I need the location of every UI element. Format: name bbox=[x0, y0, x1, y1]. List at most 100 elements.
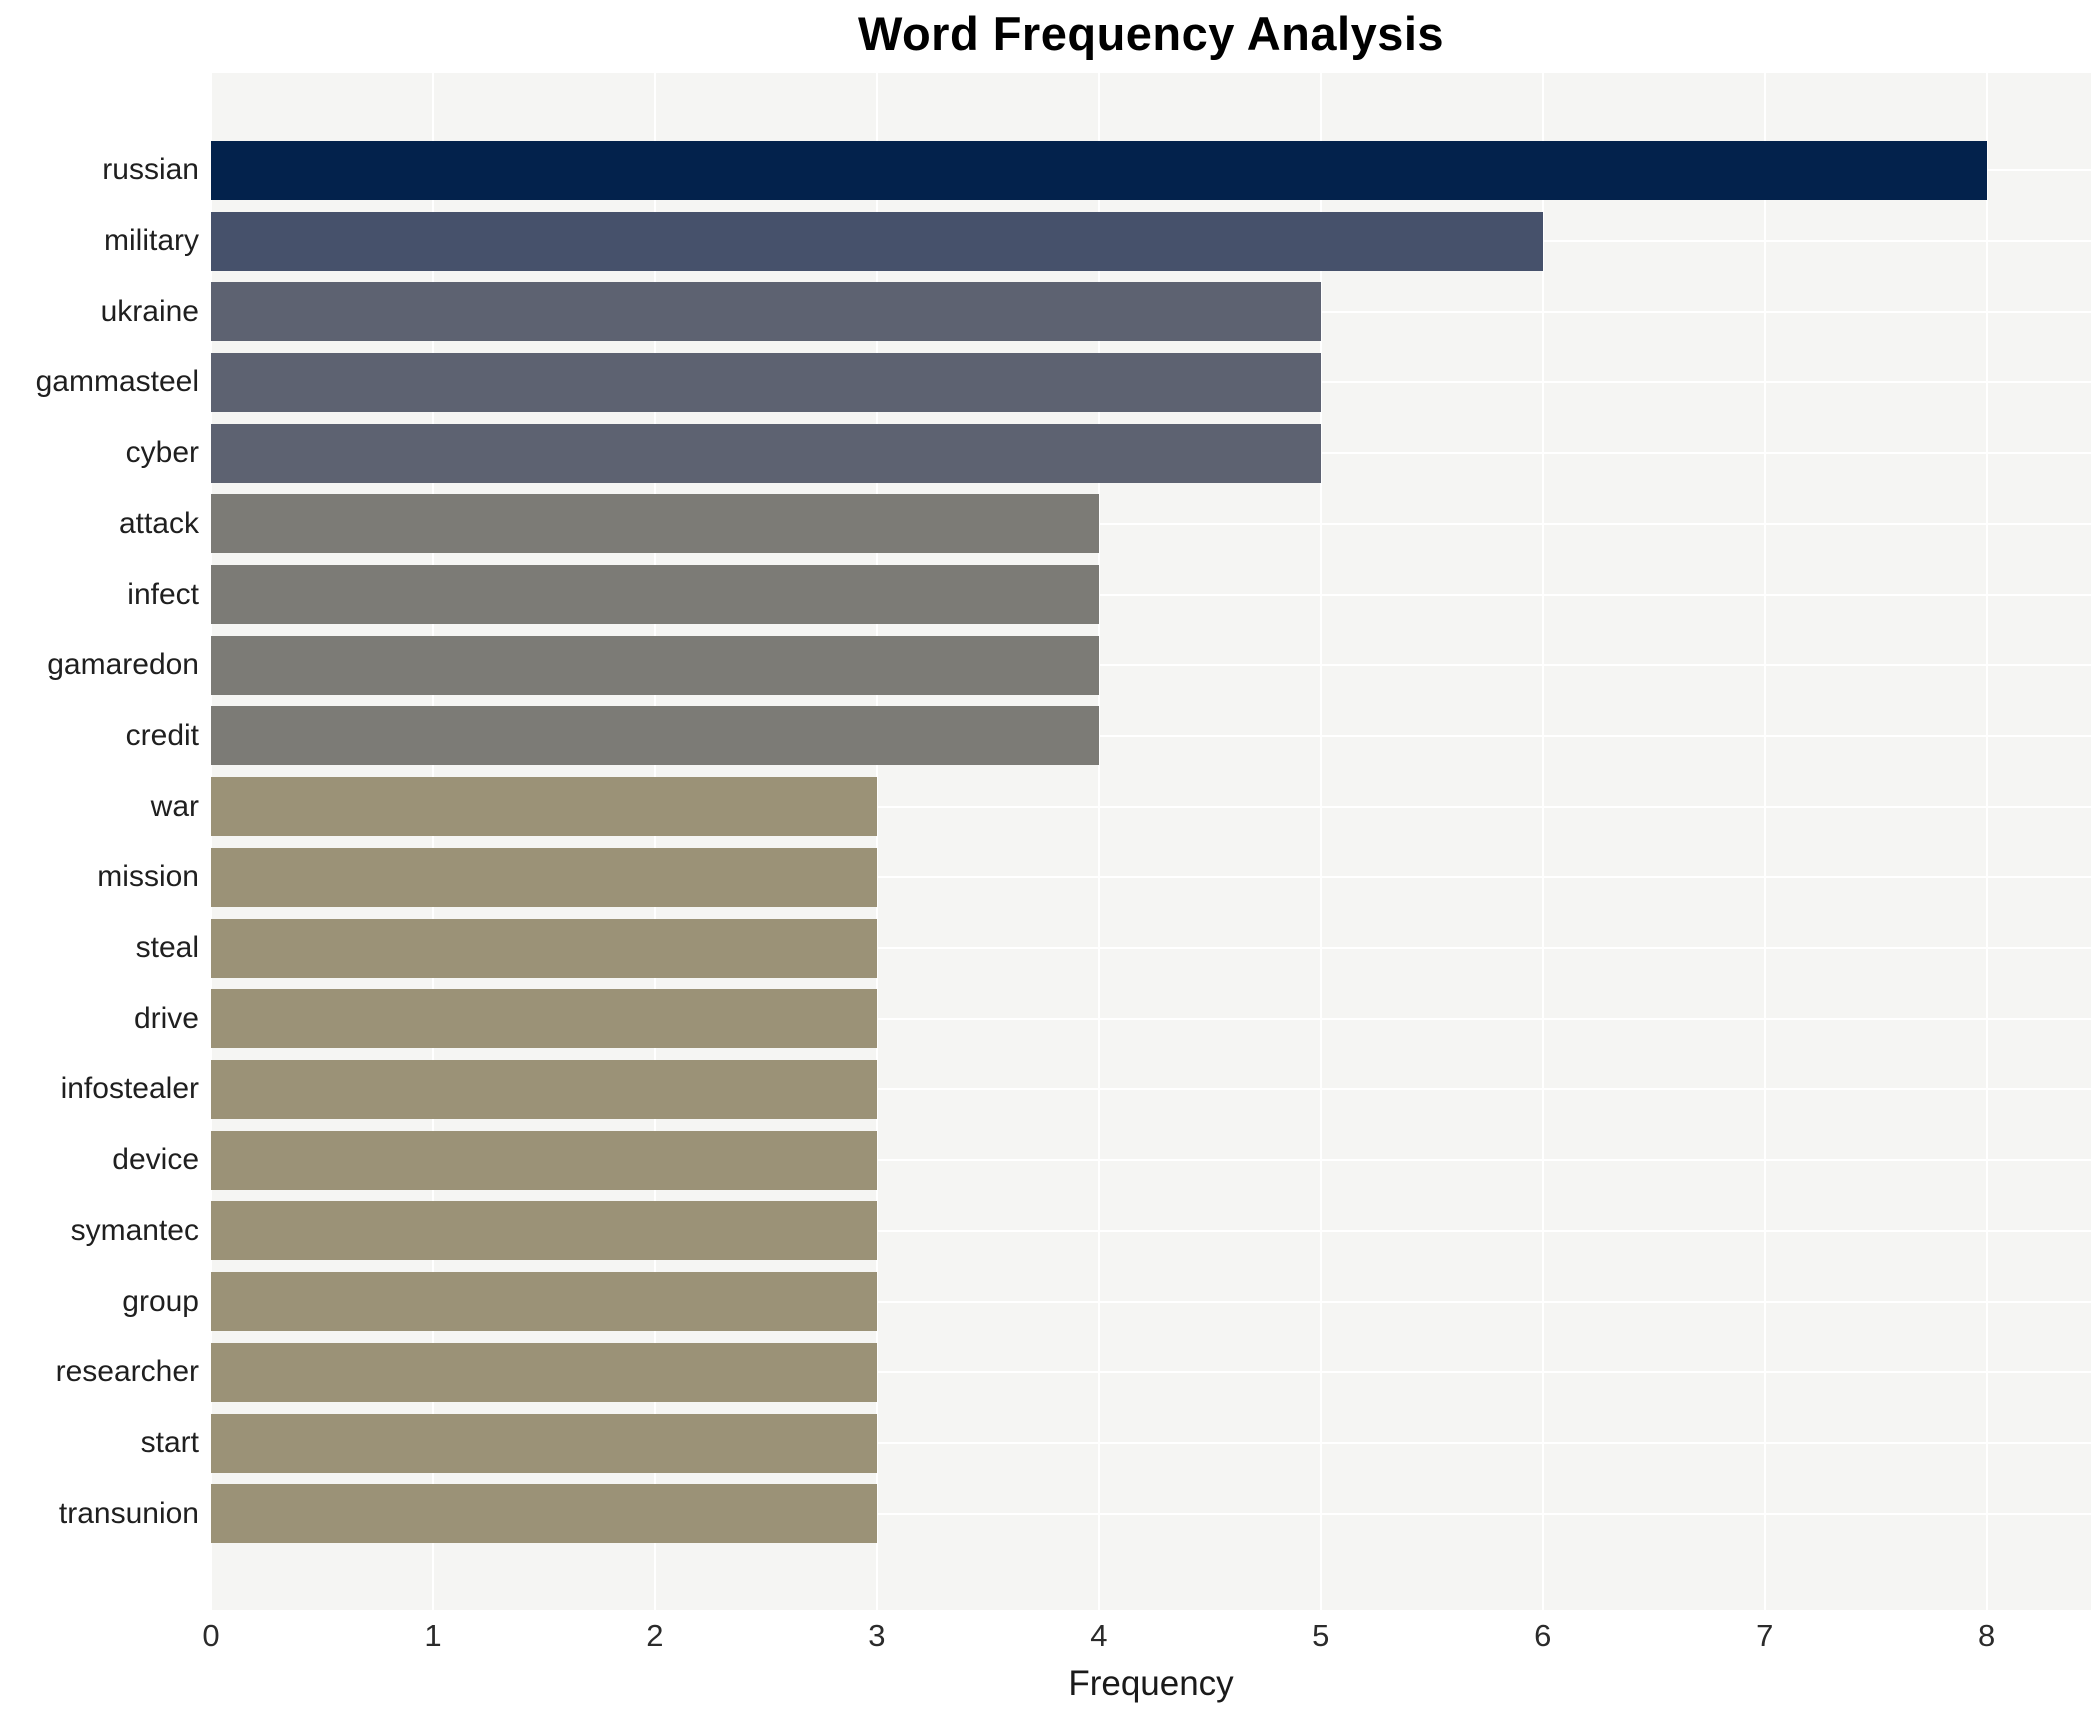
bar-steal bbox=[211, 918, 877, 978]
x-tick-label: 6 bbox=[1534, 1618, 1552, 1653]
bar-transunion bbox=[211, 1484, 877, 1544]
bar-row bbox=[211, 983, 2091, 1054]
vertical-gridline bbox=[1985, 73, 1988, 1610]
plot-area bbox=[210, 73, 2091, 1610]
vertical-gridline bbox=[1541, 73, 1544, 1610]
bar-russian bbox=[211, 140, 1987, 200]
bar-row bbox=[211, 913, 2091, 984]
bar-row bbox=[211, 630, 2091, 701]
bar-researcher bbox=[211, 1342, 877, 1402]
bar-row bbox=[211, 135, 2091, 206]
y-tick-label: device bbox=[112, 1143, 199, 1177]
bar-row bbox=[211, 347, 2091, 418]
bar-row bbox=[211, 206, 2091, 277]
x-axis: 0 1 2 3 4 5 6 7 8 bbox=[202, 1618, 2091, 1658]
bar-row bbox=[211, 418, 2091, 489]
y-tick-label: attack bbox=[118, 506, 199, 540]
chart-title: Word Frequency Analysis bbox=[857, 7, 1445, 60]
vertical-gridline bbox=[653, 73, 656, 1610]
x-tick-label: 7 bbox=[1756, 1618, 1774, 1653]
bar-row bbox=[211, 489, 2091, 560]
y-tick-label: start bbox=[140, 1426, 199, 1459]
bar-group bbox=[211, 1272, 877, 1332]
x-tick-label: 5 bbox=[1312, 1618, 1330, 1653]
bar-cyber bbox=[211, 423, 1321, 483]
y-tick-label: symantec bbox=[70, 1213, 199, 1247]
bar-credit bbox=[211, 706, 1099, 766]
bar-device bbox=[211, 1130, 877, 1190]
bar-row bbox=[211, 276, 2091, 347]
y-tick-label: group bbox=[122, 1284, 199, 1318]
horizontal-gridline bbox=[211, 1371, 2091, 1374]
y-tick-label: transunion bbox=[58, 1496, 199, 1530]
vertical-gridline bbox=[431, 73, 434, 1610]
horizontal-gridline bbox=[211, 734, 2091, 737]
bar-infostealer bbox=[211, 1059, 877, 1119]
vertical-gridline bbox=[875, 73, 878, 1610]
bar-row bbox=[211, 1478, 2091, 1549]
y-tick-label: credit bbox=[125, 718, 199, 752]
vertical-gridline bbox=[1097, 73, 1100, 1610]
bar-military bbox=[211, 211, 1543, 271]
horizontal-gridline bbox=[211, 1159, 2091, 1162]
y-tick-label: russian bbox=[102, 153, 199, 187]
bar-row bbox=[211, 1337, 2091, 1408]
y-tick-label: mission bbox=[97, 860, 199, 894]
horizontal-gridline bbox=[211, 947, 2091, 950]
y-tick-label: military bbox=[104, 224, 199, 258]
y-tick-label: infostealer bbox=[60, 1072, 199, 1106]
bar-war bbox=[211, 777, 877, 837]
bar-infect bbox=[211, 565, 1099, 625]
bar-row bbox=[211, 559, 2091, 630]
x-tick-label: 8 bbox=[1978, 1618, 1996, 1653]
bar-row bbox=[211, 1054, 2091, 1125]
horizontal-gridline bbox=[211, 593, 2091, 596]
horizontal-gridline bbox=[211, 522, 2091, 525]
horizontal-gridline bbox=[211, 664, 2091, 667]
bar-ukraine bbox=[211, 282, 1321, 342]
y-tick-label: infect bbox=[127, 577, 199, 611]
horizontal-gridline bbox=[211, 1442, 2091, 1444]
x-axis-label: Frequency bbox=[1068, 1664, 1234, 1703]
y-tick-label: war bbox=[150, 789, 199, 823]
bar-mission bbox=[211, 847, 877, 907]
horizontal-gridline bbox=[211, 1512, 2091, 1515]
y-tick-label: ukraine bbox=[100, 294, 199, 328]
y-tick-label: drive bbox=[133, 1001, 199, 1035]
x-tick-label: 2 bbox=[646, 1618, 664, 1653]
bar-drive bbox=[211, 989, 877, 1049]
y-tick-label: steal bbox=[135, 931, 199, 965]
x-tick-label: 4 bbox=[1090, 1618, 1108, 1653]
x-tick-label: 3 bbox=[868, 1618, 886, 1653]
y-tick-label: cyber bbox=[125, 436, 199, 470]
vertical-gridline bbox=[1319, 73, 1322, 1610]
bar-rows bbox=[211, 73, 2091, 1610]
horizontal-gridline bbox=[211, 805, 2091, 808]
x-tick-label: 1 bbox=[424, 1618, 442, 1653]
bar-gammasteel bbox=[211, 352, 1321, 412]
horizontal-gridline bbox=[211, 876, 2091, 879]
bar-row bbox=[211, 1266, 2091, 1337]
gridline-layer bbox=[210, 73, 2091, 1610]
bar-attack bbox=[211, 494, 1099, 554]
bar-row bbox=[211, 1196, 2091, 1267]
horizontal-gridline bbox=[211, 1088, 2091, 1091]
bar-row bbox=[211, 842, 2091, 913]
horizontal-gridline bbox=[211, 1300, 2091, 1303]
bar-row bbox=[211, 771, 2091, 842]
bar-gamaredon bbox=[211, 635, 1099, 695]
bar-row bbox=[211, 1408, 2091, 1479]
vertical-gridline bbox=[1763, 73, 1766, 1610]
bar-row bbox=[211, 701, 2091, 772]
horizontal-gridline bbox=[211, 1017, 2091, 1020]
bar-start bbox=[211, 1413, 877, 1473]
y-tick-label: researcher bbox=[55, 1355, 199, 1389]
horizontal-gridline bbox=[211, 1229, 2091, 1232]
y-tick-label: gammasteel bbox=[35, 365, 199, 399]
x-tick-label: 0 bbox=[202, 1618, 220, 1653]
y-axis: russian military ukraine gammasteel cyber att… bbox=[0, 73, 199, 1610]
bar-symantec bbox=[211, 1201, 877, 1261]
vertical-gridline bbox=[210, 73, 212, 1610]
y-tick-label: gamaredon bbox=[47, 648, 199, 682]
bar-row bbox=[211, 1125, 2091, 1196]
